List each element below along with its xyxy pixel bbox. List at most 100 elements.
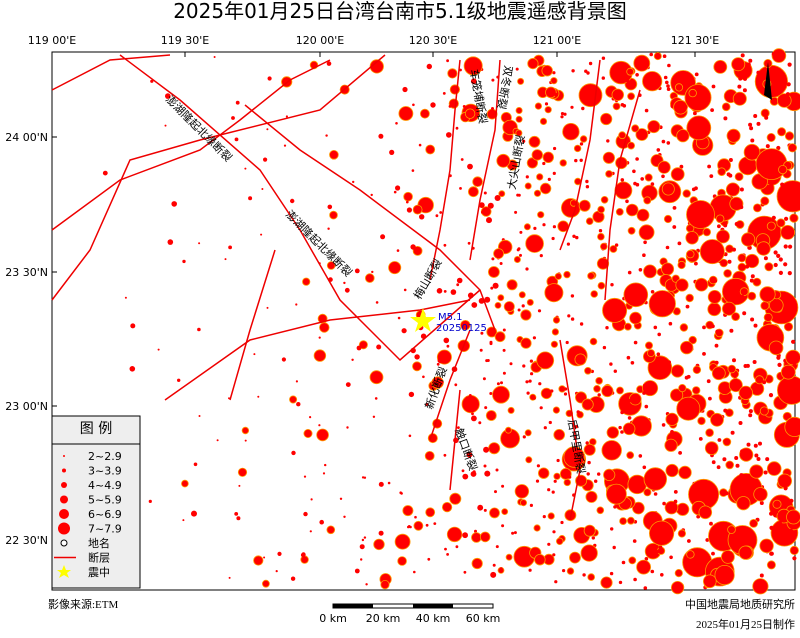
quake-dot [552, 237, 555, 240]
quake-dot [433, 522, 436, 525]
quake-dot [398, 317, 401, 320]
quake-dot [767, 222, 775, 230]
quake-dot [665, 439, 677, 451]
quake-dot [556, 538, 563, 545]
quake-dot [555, 273, 561, 279]
legend-label: 3~3.9 [88, 465, 122, 478]
quake-dot [586, 441, 589, 444]
legend-symbol [58, 523, 70, 535]
quake-dot [389, 150, 394, 155]
quake-dot [743, 77, 747, 81]
quake-dot [585, 367, 592, 374]
quake-dot [564, 387, 567, 390]
lat-label: 23 30'N [5, 266, 48, 279]
quake-dot [537, 464, 540, 467]
quake-dot [586, 185, 589, 188]
quake-dot [644, 586, 648, 590]
quake-dot [784, 217, 788, 221]
quake-dot [766, 144, 770, 148]
quake-dot [597, 472, 600, 475]
quake-dot [540, 118, 546, 124]
quake-dot [620, 411, 624, 415]
quake-dot [508, 407, 514, 413]
quake-dot [715, 565, 734, 584]
quake-dot [545, 107, 551, 113]
quake-dot [778, 474, 792, 488]
quake-dot [639, 225, 654, 240]
quake-dot [378, 134, 383, 139]
quake-dot [659, 545, 663, 549]
quake-dot [409, 526, 412, 529]
lon-label: 120 30'E [409, 34, 458, 47]
quake-dot [781, 365, 795, 379]
quake-dot [584, 444, 595, 455]
quake-dot [530, 504, 533, 507]
quake-dot [462, 474, 468, 480]
quake-dot [667, 141, 671, 145]
quake-dot [301, 556, 309, 564]
quake-dot [639, 454, 643, 458]
quake-dot [497, 382, 500, 385]
quake-dot [413, 205, 422, 214]
quake-dot [522, 304, 525, 307]
quake-dot [626, 204, 638, 216]
quake-dot [352, 181, 354, 183]
quake-dot [705, 442, 718, 455]
quake-dot [764, 256, 768, 260]
quake-dot [495, 332, 505, 342]
quake-dot [774, 263, 778, 267]
quake-dot [375, 397, 378, 400]
quake-dot [525, 380, 528, 383]
quake-dot [343, 282, 345, 284]
quake-dot [296, 380, 298, 382]
quake-dot [360, 558, 362, 560]
quake-dot [685, 376, 689, 380]
quake-dot [570, 552, 581, 563]
quake-dot [575, 354, 586, 365]
quake-dot [471, 416, 477, 422]
quake-dot [537, 352, 554, 369]
quake-dot [498, 295, 504, 301]
quake-dot [598, 282, 605, 289]
quake-dot [545, 102, 548, 105]
quake-dot [703, 575, 716, 588]
quake-dot [490, 287, 493, 290]
quake-dot [542, 162, 545, 165]
quake-dot [739, 490, 743, 494]
quake-dot [311, 498, 313, 500]
quake-dot [446, 59, 449, 62]
quake-dot [477, 505, 483, 511]
quake-dot [773, 500, 781, 508]
quake-dot [472, 533, 482, 543]
quake-dot [671, 168, 684, 181]
quake-dot [625, 200, 629, 204]
quake-dot [757, 457, 761, 461]
quake-dot [419, 214, 424, 219]
quake-dot [314, 350, 326, 362]
quake-dot [597, 507, 604, 514]
quake-dot [763, 172, 767, 176]
quake-dot [552, 491, 555, 494]
quake-dot [634, 341, 638, 345]
quake-dot [598, 233, 605, 240]
quake-dot [745, 265, 749, 269]
quake-dot [500, 381, 503, 384]
quake-dot [125, 297, 127, 299]
quake-dot [542, 65, 553, 76]
quake-dot [248, 196, 252, 200]
legend-label: 7~7.9 [88, 523, 122, 536]
quake-dot [500, 567, 503, 570]
quake-dot [619, 581, 622, 584]
scale-bar: 0 km 20 km 40 km 60 km [319, 604, 500, 625]
quake-dot [601, 577, 612, 588]
quake-dot [732, 358, 736, 362]
quake-dot [456, 283, 459, 286]
quake-dot [525, 430, 531, 436]
quake-dot [678, 242, 682, 246]
quake-dot [468, 242, 471, 245]
quake-dot [425, 451, 434, 460]
quake-dot [667, 64, 671, 68]
quake-dot [750, 519, 758, 527]
quake-dot [726, 461, 734, 469]
quake-dot [620, 518, 627, 525]
